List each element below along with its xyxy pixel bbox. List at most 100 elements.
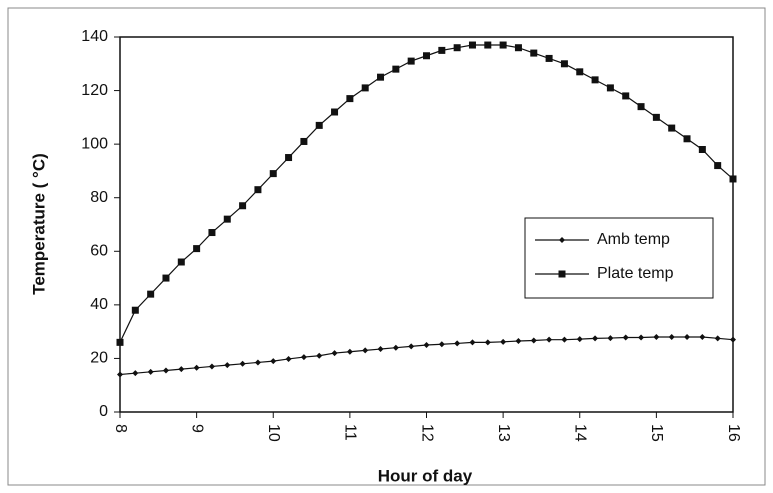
- marker: [116, 338, 124, 346]
- marker: [408, 343, 415, 350]
- marker: [331, 108, 339, 116]
- marker: [730, 336, 736, 343]
- marker: [254, 359, 261, 366]
- marker: [193, 364, 200, 371]
- marker: [668, 124, 676, 132]
- marker: [224, 362, 231, 369]
- legend-box: [524, 217, 714, 299]
- marker: [407, 57, 415, 65]
- marker: [714, 162, 722, 170]
- y-axis-label: Temperature ( °C): [29, 153, 48, 295]
- marker: [515, 338, 522, 345]
- marker: [239, 360, 246, 367]
- marker: [162, 367, 169, 374]
- marker: [377, 73, 385, 81]
- x-tick-label: 12: [418, 424, 435, 442]
- x-tick-label: 14: [572, 424, 589, 442]
- marker: [530, 337, 537, 344]
- marker: [606, 84, 614, 92]
- y-tick-label: 40: [90, 296, 108, 313]
- marker: [591, 76, 599, 84]
- marker: [454, 340, 461, 347]
- y-tick-label: 20: [90, 350, 108, 367]
- marker: [147, 290, 155, 298]
- x-tick-label: 11: [342, 424, 359, 441]
- legend-marker: [559, 237, 565, 243]
- y-tick-label: 120: [81, 82, 108, 99]
- marker: [361, 84, 369, 92]
- marker: [638, 334, 645, 341]
- marker: [622, 334, 629, 341]
- marker: [392, 65, 400, 73]
- marker: [270, 358, 277, 365]
- marker: [162, 274, 170, 282]
- marker: [453, 44, 461, 52]
- marker: [514, 44, 522, 52]
- marker: [131, 306, 139, 314]
- y-tick-label: 100: [81, 135, 108, 152]
- marker: [269, 170, 277, 178]
- marker: [346, 348, 353, 355]
- marker: [377, 346, 384, 353]
- marker: [346, 95, 354, 103]
- marker: [652, 113, 660, 121]
- marker: [546, 336, 553, 343]
- marker: [362, 347, 369, 354]
- marker: [331, 350, 338, 357]
- marker: [300, 354, 307, 361]
- marker: [193, 245, 201, 253]
- marker: [560, 60, 568, 68]
- marker: [484, 41, 492, 49]
- marker: [699, 334, 706, 340]
- y-tick-label: 60: [90, 243, 108, 260]
- x-tick-label: 15: [648, 424, 665, 442]
- chart-frame: [7, 7, 766, 486]
- marker: [530, 49, 538, 57]
- marker: [714, 335, 721, 342]
- marker: [223, 215, 231, 223]
- marker: [423, 52, 430, 60]
- marker: [285, 154, 293, 162]
- marker: [698, 146, 706, 153]
- marker: [438, 341, 445, 348]
- marker: [499, 41, 507, 49]
- marker: [178, 366, 185, 373]
- marker: [545, 54, 553, 62]
- marker: [592, 335, 599, 342]
- y-tick-label: 80: [90, 189, 108, 206]
- marker: [684, 334, 691, 340]
- marker: [132, 370, 139, 377]
- marker: [653, 334, 660, 340]
- marker: [469, 339, 476, 346]
- marker: [468, 41, 476, 49]
- x-axis-label: Hour of day: [378, 466, 473, 485]
- x-tick-label: 10: [265, 424, 282, 442]
- y-tick-label: 140: [81, 28, 108, 45]
- marker: [147, 368, 154, 375]
- marker: [668, 334, 675, 340]
- marker: [561, 336, 568, 343]
- marker: [637, 103, 645, 111]
- legend-marker: [558, 270, 566, 278]
- marker: [315, 121, 323, 129]
- y-tick-label: 0: [99, 403, 108, 420]
- legend-label: Plate temp: [597, 265, 674, 282]
- marker: [316, 352, 323, 359]
- x-tick-label: 9: [188, 424, 205, 433]
- x-tick-label: 16: [725, 424, 742, 442]
- marker: [254, 186, 262, 194]
- x-tick-label: 13: [495, 424, 512, 442]
- marker: [177, 258, 185, 266]
- marker: [392, 344, 399, 351]
- marker: [208, 229, 216, 237]
- marker: [484, 339, 491, 346]
- marker: [622, 92, 630, 100]
- marker: [576, 336, 583, 343]
- marker: [423, 342, 430, 349]
- legend-label: Amb temp: [597, 231, 670, 248]
- marker: [117, 371, 123, 378]
- marker: [607, 335, 614, 342]
- marker: [576, 68, 584, 76]
- marker: [239, 202, 247, 210]
